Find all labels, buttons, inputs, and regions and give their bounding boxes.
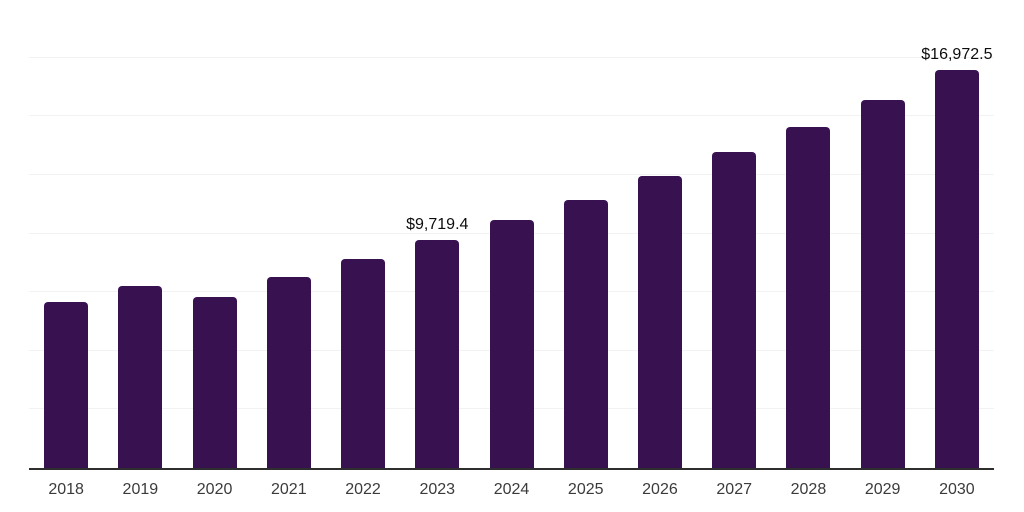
bar-2023 (415, 240, 460, 468)
x-tick-label-2022: 2022 (345, 481, 381, 498)
x-axis-labels: 2018 2019 2020 2021 2022 2023 2024 2025 2026 2027… (29, 481, 994, 503)
x-tick-label-2030: 2030 (939, 481, 975, 498)
x-tick-label-2029: 2029 (864, 481, 901, 498)
bar-value-label-2030: $16,972.5 (921, 45, 993, 63)
x-tick-label-2028: 2028 (790, 481, 827, 498)
x-tick-label-2025: 2025 (567, 481, 604, 498)
bar-2018 (44, 302, 89, 468)
x-tick-label-2026: 2026 (642, 481, 678, 498)
x-tick-label-2019: 2019 (122, 481, 159, 498)
bar-2020 (192, 297, 237, 468)
bar-2030 (934, 70, 979, 468)
gridline-17500 (29, 56, 994, 58)
bar-2022 (341, 259, 386, 468)
x-tick-label-2020: 2020 (196, 481, 233, 498)
x-tick-label-2021: 2021 (271, 481, 307, 498)
x-tick-label-2018: 2018 (48, 481, 84, 498)
gridline-12500 (29, 173, 994, 175)
x-tick-label-2024: 2024 (493, 481, 530, 498)
bar-2026 (637, 176, 682, 468)
bar-2029 (860, 99, 905, 468)
gridline-15000 (29, 115, 994, 117)
bar-2025 (563, 200, 608, 468)
bar-2024 (489, 220, 534, 468)
bar-2027 (712, 151, 757, 468)
bar-value-label-2023: $9,719.4 (406, 215, 469, 233)
bar-2028 (786, 127, 831, 468)
chart-plot-area: $9,719.4 $16,972.5 (29, 1, 994, 470)
x-tick-label-2027: 2027 (716, 481, 752, 498)
bar-2021 (266, 277, 311, 468)
x-tick-label-2023: 2023 (419, 481, 456, 498)
bar-2019 (118, 286, 163, 468)
